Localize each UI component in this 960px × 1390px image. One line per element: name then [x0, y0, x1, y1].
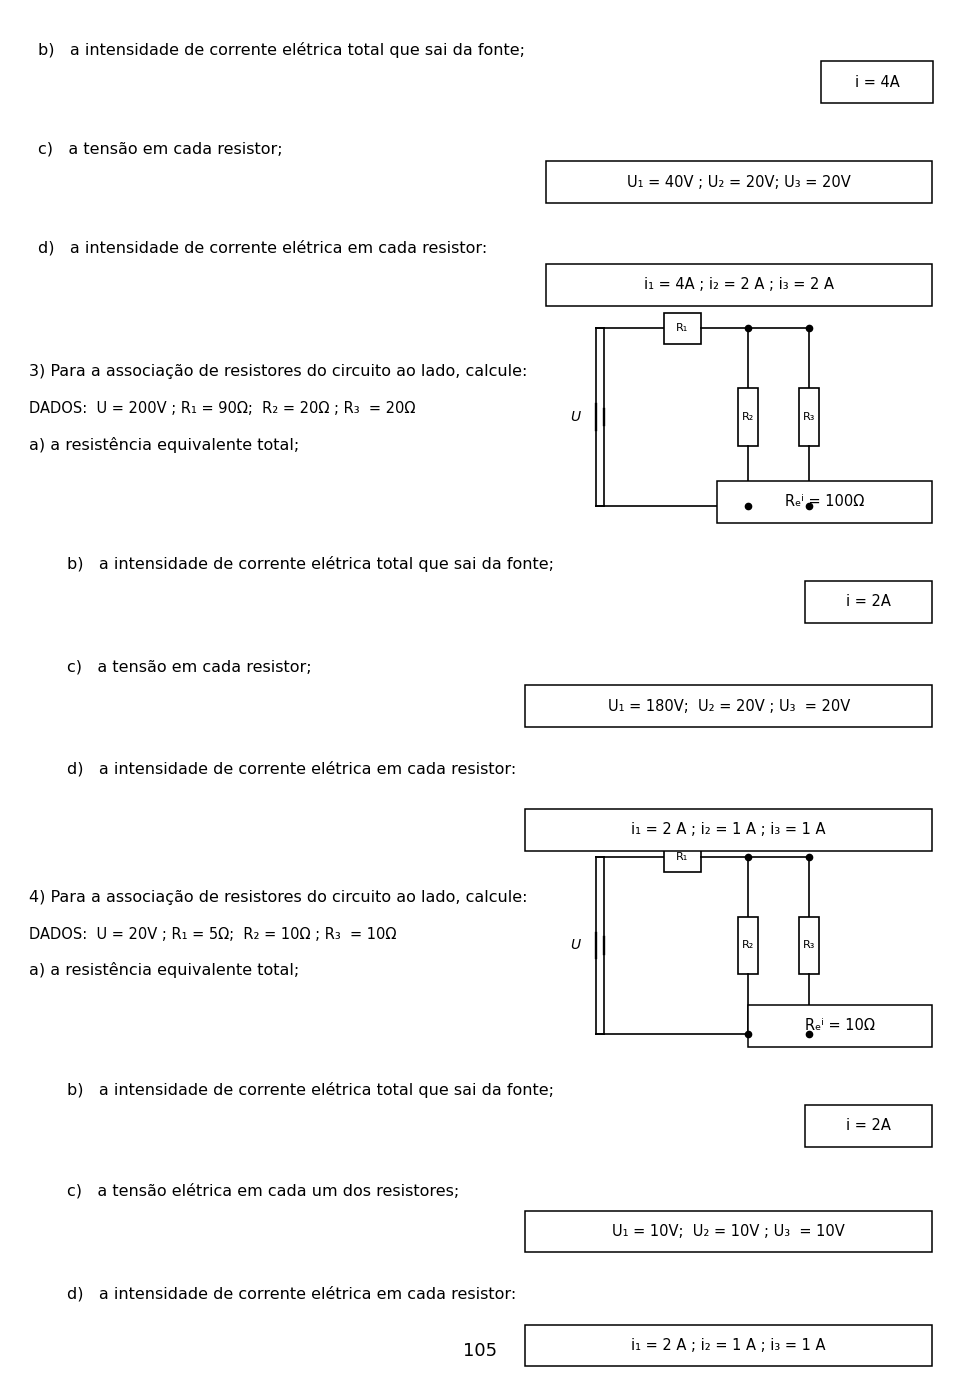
- Text: i₁ = 4A ; i₂ = 2 A ; i₃ = 2 A: i₁ = 4A ; i₂ = 2 A ; i₃ = 2 A: [644, 278, 834, 292]
- Text: R₃: R₃: [803, 940, 815, 951]
- Text: Rₑⁱ = 100Ω: Rₑⁱ = 100Ω: [785, 495, 864, 509]
- Bar: [737, 388, 757, 446]
- Text: U₁ = 40V ; U₂ = 20V; U₃ = 20V: U₁ = 40V ; U₂ = 20V; U₃ = 20V: [627, 175, 852, 189]
- Text: Rₑⁱ = 10Ω: Rₑⁱ = 10Ω: [805, 1019, 875, 1033]
- FancyBboxPatch shape: [805, 581, 932, 623]
- Text: U₁ = 10V;  U₂ = 10V ; U₃  = 10V: U₁ = 10V; U₂ = 10V ; U₃ = 10V: [612, 1225, 845, 1238]
- Text: R₃: R₃: [803, 411, 815, 423]
- Text: R₂: R₂: [741, 411, 754, 423]
- FancyBboxPatch shape: [525, 1211, 932, 1252]
- Text: a) a resistência equivalente total;: a) a resistência equivalente total;: [29, 436, 300, 453]
- Text: d)   a intensidade de corrente elétrica em cada resistor:: d) a intensidade de corrente elétrica em…: [38, 239, 488, 256]
- Text: i = 4A: i = 4A: [854, 75, 900, 89]
- FancyBboxPatch shape: [525, 809, 932, 851]
- Text: d)   a intensidade de corrente elétrica em cada resistor:: d) a intensidade de corrente elétrica em…: [67, 1286, 516, 1302]
- FancyBboxPatch shape: [748, 1005, 932, 1047]
- Text: b)   a intensidade de corrente elétrica total que sai da fonte;: b) a intensidade de corrente elétrica to…: [67, 1081, 554, 1098]
- Text: DADOS:  U = 200V ; R₁ = 90Ω;  R₂ = 20Ω ; R₃  = 20Ω: DADOS: U = 200V ; R₁ = 90Ω; R₂ = 20Ω ; R…: [29, 402, 415, 416]
- Text: U₁ = 180V;  U₂ = 20V ; U₃  = 20V: U₁ = 180V; U₂ = 20V ; U₃ = 20V: [608, 699, 850, 713]
- Bar: [799, 916, 819, 974]
- Text: DADOS:  U = 20V ; R₁ = 5Ω;  R₂ = 10Ω ; R₃  = 10Ω: DADOS: U = 20V ; R₁ = 5Ω; R₂ = 10Ω ; R₃ …: [29, 927, 396, 941]
- Bar: [663, 841, 701, 873]
- Bar: [663, 313, 701, 345]
- Text: d)   a intensidade de corrente elétrica em cada resistor:: d) a intensidade de corrente elétrica em…: [67, 760, 516, 777]
- FancyBboxPatch shape: [546, 161, 932, 203]
- Text: U: U: [569, 410, 580, 424]
- Text: R₁: R₁: [676, 324, 688, 334]
- Text: c)   a tensão em cada resistor;: c) a tensão em cada resistor;: [38, 142, 283, 156]
- Text: a) a resistência equivalente total;: a) a resistência equivalente total;: [29, 962, 300, 979]
- Text: 4) Para a associação de resistores do circuito ao lado, calcule:: 4) Para a associação de resistores do ci…: [29, 891, 527, 905]
- Text: i = 2A: i = 2A: [847, 595, 891, 609]
- Bar: [737, 916, 757, 974]
- FancyBboxPatch shape: [821, 61, 933, 103]
- Bar: [799, 388, 819, 446]
- FancyBboxPatch shape: [546, 264, 932, 306]
- Text: i₁ = 2 A ; i₂ = 1 A ; i₃ = 1 A: i₁ = 2 A ; i₂ = 1 A ; i₃ = 1 A: [632, 1339, 826, 1352]
- Text: b)   a intensidade de corrente elétrica total que sai da fonte;: b) a intensidade de corrente elétrica to…: [38, 42, 525, 58]
- Text: 105: 105: [463, 1343, 497, 1359]
- Text: R₁: R₁: [676, 852, 688, 862]
- Text: c)   a tensão elétrica em cada um dos resistores;: c) a tensão elétrica em cada um dos resi…: [67, 1183, 460, 1200]
- Text: 3) Para a associação de resistores do circuito ao lado, calcule:: 3) Para a associação de resistores do ci…: [29, 364, 527, 378]
- Text: U: U: [569, 938, 580, 952]
- Text: i₁ = 2 A ; i₂ = 1 A ; i₃ = 1 A: i₁ = 2 A ; i₂ = 1 A ; i₃ = 1 A: [632, 823, 826, 837]
- FancyBboxPatch shape: [805, 1105, 932, 1147]
- FancyBboxPatch shape: [717, 481, 932, 523]
- FancyBboxPatch shape: [525, 685, 932, 727]
- Text: i = 2A: i = 2A: [847, 1119, 891, 1133]
- Text: c)   a tensão em cada resistor;: c) a tensão em cada resistor;: [67, 660, 312, 674]
- Text: R₂: R₂: [741, 940, 754, 951]
- FancyBboxPatch shape: [525, 1325, 932, 1366]
- Text: b)   a intensidade de corrente elétrica total que sai da fonte;: b) a intensidade de corrente elétrica to…: [67, 556, 554, 573]
